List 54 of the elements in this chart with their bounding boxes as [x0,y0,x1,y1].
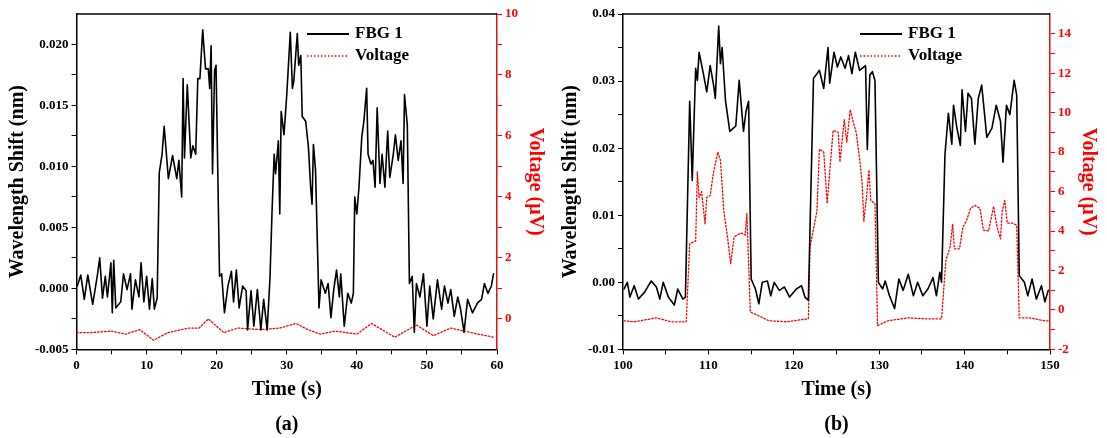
x-tick-label: 100 [613,356,633,372]
y2-tick-label: 10 [505,5,518,21]
x-tick-label: 0 [73,356,80,372]
y2-axis-title: Voltage (μV) [524,127,548,236]
legend-label: FBG 1 [908,23,956,43]
y-tick-label: 0.01 [592,206,616,222]
text: (b) [824,412,849,435]
y2-tick-label: 2 [505,249,512,265]
x-tick-label: 60 [490,356,504,372]
y-tick-label: 0.020 [39,35,69,51]
y-tick-label: -0.005 [34,340,70,356]
line-series [76,318,495,341]
y2-tick-label: 2 [1058,261,1065,277]
y-tick-label: 0.04 [592,5,616,21]
x-tick-label: 20 [210,356,224,372]
y2-tick-label: 4 [1058,222,1065,238]
x-tick-label: 150 [1040,356,1060,372]
y2-tick-label: 12 [1058,64,1071,80]
y2-tick-label: 6 [1058,182,1065,198]
y-tick-label: 0.02 [592,139,616,155]
x-tick-label: 120 [784,356,804,372]
y2-axis-title: Voltage (μV) [1077,127,1101,236]
y-tick-label: 0.00 [592,273,616,289]
y-tick-label: -0.01 [587,340,616,356]
x-tick-label: 10 [140,356,154,372]
text: (a) [275,412,299,435]
y2-tick-label: 6 [505,127,512,143]
y-tick-label: 0.000 [39,279,69,295]
x-axis-title: Time (s) [251,377,322,401]
y2-tick-label: 0 [505,310,512,326]
y2-tick-label: 8 [1058,143,1065,159]
x-tick-label: 140 [954,356,975,372]
y-tick-label: 0.010 [39,157,69,173]
y-axis-title: Wavelength Shift (nm) [558,85,582,279]
y2-tick-label: 0 [1058,301,1065,317]
x-axis-title: Time (s) [801,377,872,401]
y-tick-label: 0.015 [39,96,70,112]
legend-label: Voltage [355,45,410,65]
y-tick-label: 0.03 [592,72,616,88]
x-tick-label: 130 [869,356,889,372]
line-series [623,109,1049,327]
y2-tick-label: 14 [1058,25,1072,41]
y-axis-title: Wavelength Shift (nm) [5,85,29,279]
x-tick-label: 40 [350,356,364,372]
y2-tick-label: 8 [505,66,512,82]
x-tick-label: 30 [280,356,294,372]
x-tick-label: 50 [420,356,434,372]
y2-tick-label: 4 [505,188,512,204]
y2-tick-label: 10 [1058,104,1071,120]
x-tick-label: 110 [699,356,718,372]
legend-label: Voltage [908,45,963,65]
y2-tick-label: -2 [1058,340,1069,356]
y-tick-label: 0.005 [39,218,70,234]
legend-label: FBG 1 [355,23,403,43]
